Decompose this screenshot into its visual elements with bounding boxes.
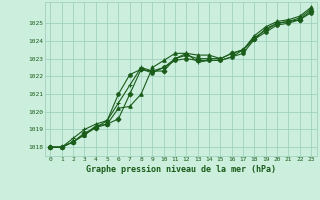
X-axis label: Graphe pression niveau de la mer (hPa): Graphe pression niveau de la mer (hPa) [86, 165, 276, 174]
